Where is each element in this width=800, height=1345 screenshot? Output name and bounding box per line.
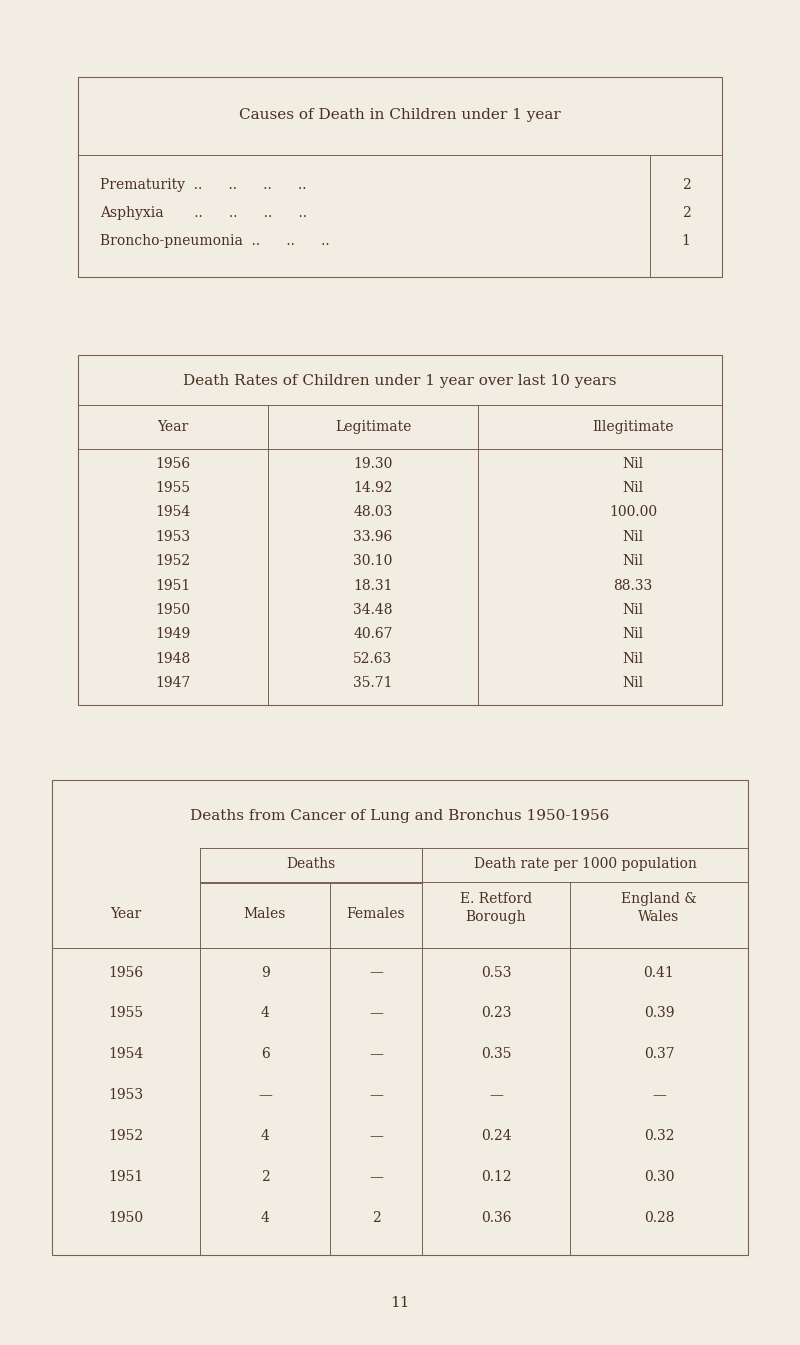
Text: 1953: 1953 xyxy=(109,1088,143,1103)
Text: E. Retford
Borough: E. Retford Borough xyxy=(460,892,532,924)
Text: 1955: 1955 xyxy=(109,1006,143,1021)
Text: 88.33: 88.33 xyxy=(614,578,653,593)
Text: Nil: Nil xyxy=(622,652,643,666)
Text: Nil: Nil xyxy=(622,627,643,642)
Text: England &
Wales: England & Wales xyxy=(621,892,697,924)
Text: 1956: 1956 xyxy=(155,457,190,471)
Text: —: — xyxy=(258,1088,272,1103)
Text: —: — xyxy=(369,1048,383,1061)
Text: 0.41: 0.41 xyxy=(644,966,674,979)
Text: 0.30: 0.30 xyxy=(644,1170,674,1184)
Text: —: — xyxy=(369,1088,383,1103)
Text: 0.23: 0.23 xyxy=(481,1006,511,1021)
Text: 4: 4 xyxy=(261,1210,270,1225)
Text: 1952: 1952 xyxy=(109,1130,143,1143)
Text: 52.63: 52.63 xyxy=(354,652,393,666)
Text: 34.48: 34.48 xyxy=(354,603,393,617)
Text: 1951: 1951 xyxy=(155,578,190,593)
Text: 14.92: 14.92 xyxy=(354,482,393,495)
Text: Nil: Nil xyxy=(622,482,643,495)
Text: 1954: 1954 xyxy=(108,1048,144,1061)
Text: Death rate per 1000 population: Death rate per 1000 population xyxy=(474,857,697,872)
Text: 1953: 1953 xyxy=(155,530,190,543)
Text: 1952: 1952 xyxy=(155,554,190,568)
Text: 1948: 1948 xyxy=(155,652,190,666)
Bar xyxy=(78,77,722,277)
Text: Prematurity  ..      ..      ..      ..: Prematurity .. .. .. .. xyxy=(100,178,306,192)
Text: Year: Year xyxy=(158,420,189,434)
Text: Nil: Nil xyxy=(622,603,643,617)
Text: Illegitimate: Illegitimate xyxy=(592,420,674,434)
Text: 6: 6 xyxy=(261,1048,270,1061)
Text: Legitimate: Legitimate xyxy=(335,420,411,434)
Text: 0.12: 0.12 xyxy=(481,1170,511,1184)
Text: —: — xyxy=(489,1088,503,1103)
Text: 1954: 1954 xyxy=(155,506,190,519)
Text: 19.30: 19.30 xyxy=(354,457,393,471)
Text: Deaths from Cancer of Lung and Bronchus 1950-1956: Deaths from Cancer of Lung and Bronchus … xyxy=(190,808,610,823)
Text: 35.71: 35.71 xyxy=(354,677,393,690)
Text: Deaths: Deaths xyxy=(286,857,336,872)
Text: 1955: 1955 xyxy=(155,482,190,495)
Text: 1950: 1950 xyxy=(109,1210,143,1225)
Text: —: — xyxy=(369,966,383,979)
Text: 2: 2 xyxy=(682,178,690,192)
Text: 100.00: 100.00 xyxy=(609,506,657,519)
Text: 11: 11 xyxy=(390,1297,410,1310)
Text: 0.37: 0.37 xyxy=(644,1048,674,1061)
Text: 0.24: 0.24 xyxy=(481,1130,511,1143)
Text: 0.28: 0.28 xyxy=(644,1210,674,1225)
Text: 0.35: 0.35 xyxy=(481,1048,511,1061)
Text: 1956: 1956 xyxy=(109,966,143,979)
Text: 9: 9 xyxy=(261,966,270,979)
Text: Asphyxia       ..      ..      ..      ..: Asphyxia .. .. .. .. xyxy=(100,206,307,221)
Text: 0.39: 0.39 xyxy=(644,1006,674,1021)
Text: —: — xyxy=(652,1088,666,1103)
Text: 2: 2 xyxy=(372,1210,380,1225)
Text: 18.31: 18.31 xyxy=(354,578,393,593)
Text: —: — xyxy=(369,1170,383,1184)
Text: 1950: 1950 xyxy=(155,603,190,617)
Text: Nil: Nil xyxy=(622,677,643,690)
Text: Causes of Death in Children under 1 year: Causes of Death in Children under 1 year xyxy=(239,108,561,122)
Text: Year: Year xyxy=(110,907,142,921)
Text: 33.96: 33.96 xyxy=(354,530,393,543)
Text: 0.36: 0.36 xyxy=(481,1210,511,1225)
Text: Males: Males xyxy=(244,907,286,921)
Text: 1949: 1949 xyxy=(155,627,190,642)
Text: —: — xyxy=(369,1006,383,1021)
Text: —: — xyxy=(369,1130,383,1143)
Text: 1951: 1951 xyxy=(108,1170,144,1184)
Text: Nil: Nil xyxy=(622,554,643,568)
Text: 2: 2 xyxy=(261,1170,270,1184)
Text: 0.53: 0.53 xyxy=(481,966,511,979)
Text: Broncho-pneumonia  ..      ..      ..: Broncho-pneumonia .. .. .. xyxy=(100,234,330,247)
Text: Females: Females xyxy=(346,907,406,921)
Text: 0.32: 0.32 xyxy=(644,1130,674,1143)
Text: 48.03: 48.03 xyxy=(354,506,393,519)
Text: 40.67: 40.67 xyxy=(354,627,393,642)
Text: 1: 1 xyxy=(682,234,690,247)
Text: 2: 2 xyxy=(682,206,690,221)
Text: Nil: Nil xyxy=(622,457,643,471)
Text: 4: 4 xyxy=(261,1006,270,1021)
Bar xyxy=(78,355,722,705)
Text: Death Rates of Children under 1 year over last 10 years: Death Rates of Children under 1 year ove… xyxy=(183,374,617,387)
Text: 30.10: 30.10 xyxy=(354,554,393,568)
Bar xyxy=(52,780,748,1255)
Text: Nil: Nil xyxy=(622,530,643,543)
Text: 4: 4 xyxy=(261,1130,270,1143)
Text: 1947: 1947 xyxy=(155,677,190,690)
